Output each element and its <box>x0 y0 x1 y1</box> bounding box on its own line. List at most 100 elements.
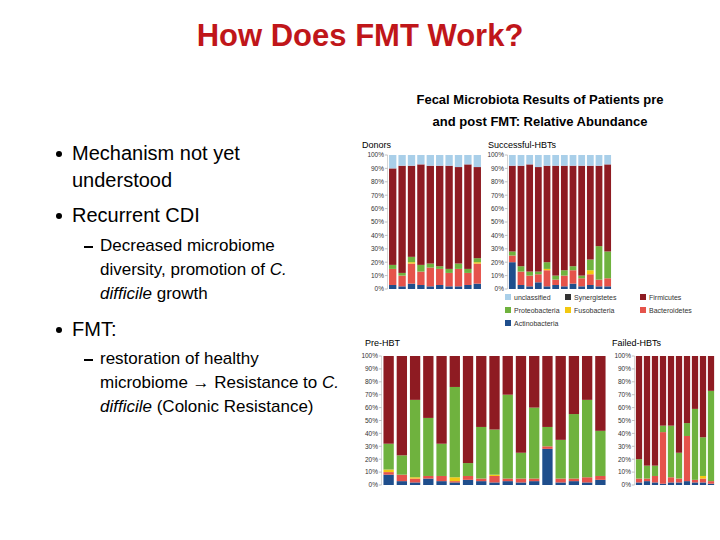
bullet-part: growth <box>152 284 208 303</box>
bar-segment <box>652 356 658 357</box>
bar-segment <box>700 356 706 357</box>
bar-segment <box>463 356 473 357</box>
bar-segment <box>652 356 658 466</box>
y-tick-label: 20% <box>618 456 631 463</box>
legend-label: Actinobacteria <box>514 320 558 327</box>
bar-segment <box>708 356 714 391</box>
bar-segment <box>455 264 462 269</box>
bar-segment <box>596 286 603 289</box>
bar-segment <box>708 356 714 357</box>
bar-segment <box>529 481 539 485</box>
legend: unclassifiedSynergistetesFirmicutesProte… <box>505 294 692 327</box>
bar-segment <box>578 276 585 279</box>
y-tick <box>385 289 388 290</box>
bar-segment <box>410 477 420 478</box>
bar-segment <box>445 273 452 286</box>
bar-segment <box>535 272 542 275</box>
y-tick <box>632 485 635 486</box>
bar-segment <box>668 482 674 485</box>
bar-segment <box>489 482 499 485</box>
chart-panel: Successful-HBTs0%10%20%30%40%50%60%70%80… <box>487 140 611 292</box>
bar-segment <box>561 166 568 271</box>
y-tick-label: 90% <box>618 365 631 372</box>
bar-segment <box>503 356 513 357</box>
bar-segment <box>518 155 525 166</box>
bar-segment <box>427 155 434 166</box>
bar-segment <box>476 356 486 357</box>
bar-segment <box>408 166 415 257</box>
bar-segment <box>578 155 585 166</box>
bar-segment <box>535 167 542 272</box>
panel-title: Pre-HBT <box>365 338 401 348</box>
y-tick <box>379 407 382 408</box>
bar-segment <box>700 479 706 483</box>
bar-segment <box>542 446 552 449</box>
bar-segment <box>529 356 539 357</box>
bar-segment <box>552 280 559 285</box>
y-tick-label: 80% <box>491 178 504 185</box>
y-tick <box>505 195 508 196</box>
bar-segment <box>398 155 405 166</box>
bar-segment <box>397 481 407 485</box>
y-tick-label: 0% <box>375 285 385 292</box>
bullet-marker <box>56 213 62 219</box>
y-tick <box>385 155 388 156</box>
y-tick <box>379 459 382 460</box>
bar-segment <box>408 284 415 289</box>
bullet-text: Recurrent CDI <box>72 202 322 229</box>
y-tick <box>385 168 388 169</box>
bar-segment <box>684 436 690 481</box>
bar-segment <box>397 356 407 357</box>
bar-segment <box>604 286 611 289</box>
legend-swatch <box>505 320 511 326</box>
bar-segment <box>595 431 605 476</box>
bar-segment <box>474 262 481 263</box>
bar-segment <box>595 356 605 357</box>
bar-segment <box>450 356 460 357</box>
bar-segment <box>595 480 605 485</box>
bar-segment <box>417 155 424 164</box>
bar-segment <box>445 269 452 273</box>
bar-segment <box>389 265 396 269</box>
bar-segment <box>464 285 471 289</box>
bar-segment <box>644 356 650 357</box>
bar-segment <box>383 356 393 357</box>
y-tick <box>379 368 382 369</box>
bar-segment <box>417 265 424 272</box>
bar-segment <box>684 481 690 485</box>
bar-segment <box>489 356 499 430</box>
bar-segment <box>636 482 642 485</box>
y-tick-label: 100% <box>367 151 384 158</box>
bar-segment <box>455 269 462 286</box>
bar-segment <box>668 356 674 357</box>
bar-segment <box>708 484 714 485</box>
bar-segment <box>652 482 658 485</box>
bar-segment <box>445 166 452 269</box>
y-tick-label: 100% <box>361 352 378 359</box>
bar-segment <box>552 285 559 289</box>
bar-segment <box>389 155 396 168</box>
bar-segment <box>516 356 526 453</box>
bar-segment <box>408 257 415 262</box>
bar-segment <box>509 256 516 263</box>
y-tick-label: 50% <box>491 218 504 225</box>
bar-segment <box>561 270 568 275</box>
bar-segment <box>436 356 446 357</box>
y-tick <box>632 394 635 395</box>
bar-segment <box>556 356 566 357</box>
bar-segment <box>423 418 433 476</box>
bar-segment <box>503 395 513 479</box>
bar-segment <box>436 266 443 269</box>
bar-segment <box>464 155 471 164</box>
y-tick-label: 90% <box>365 365 378 372</box>
bar-segment <box>544 286 551 289</box>
bar-segment <box>561 286 568 289</box>
chart-panel: Failed-HBTs0%10%20%30%40%50%60%70%80%90%… <box>612 338 714 488</box>
y-tick <box>379 420 382 421</box>
y-tick-label: 30% <box>618 443 631 450</box>
legend-label: Synergistetes <box>574 294 617 302</box>
bar-segment <box>503 356 513 395</box>
bar-segment <box>410 479 420 483</box>
bar-segment <box>684 423 690 436</box>
y-tick <box>385 181 388 182</box>
